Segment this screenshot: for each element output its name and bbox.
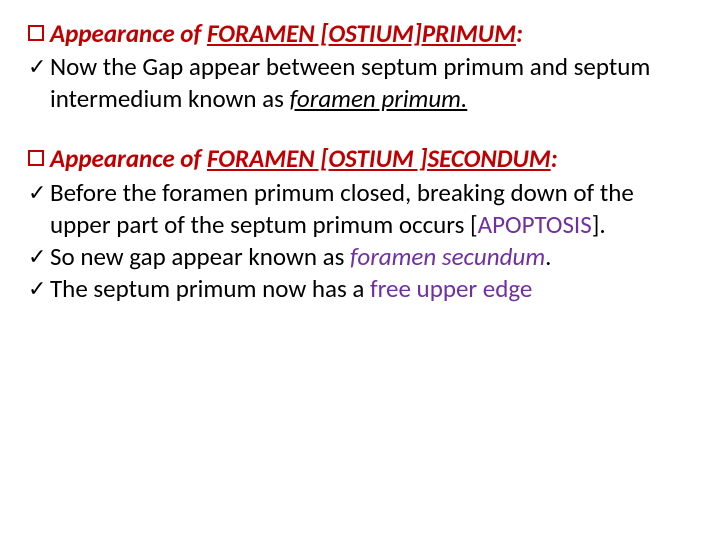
check-icon: ✓	[28, 179, 50, 208]
bullet-line: ✓The septum primum now has a free upper …	[28, 273, 692, 305]
check-icon: ✓	[28, 243, 50, 272]
heading-line: Appearance of FORAMEN [OSTIUM ]SECONDUM:	[28, 143, 692, 174]
heading-text: Appearance of FORAMEN [OSTIUM ]SECONDUM:	[50, 143, 558, 174]
square-bullet-icon	[28, 150, 44, 166]
heading-text: Appearance of FORAMEN [OSTIUM]PRIMUM:	[50, 18, 523, 49]
bullet-line: ✓ Now the Gap appear between septum prim…	[28, 51, 692, 115]
bullet-text: The septum primum now has a free upper e…	[50, 273, 532, 305]
section: Appearance of FORAMEN [OSTIUM ]SECONDUM:…	[28, 143, 692, 304]
bullet-text: Before the foramen primum closed, breaki…	[50, 177, 692, 241]
bullet-text: So new gap appear known as foramen secun…	[50, 241, 551, 273]
check-icon: ✓	[28, 275, 50, 304]
section: Appearance of FORAMEN [OSTIUM]PRIMUM:✓ N…	[28, 18, 692, 115]
square-bullet-icon	[28, 25, 44, 41]
slide-content: Appearance of FORAMEN [OSTIUM]PRIMUM:✓ N…	[28, 18, 692, 305]
bullet-line: ✓So new gap appear known as foramen secu…	[28, 241, 692, 273]
bullet-line: ✓Before the foramen primum closed, break…	[28, 177, 692, 241]
bullet-text: Now the Gap appear between septum primum…	[50, 51, 692, 115]
check-icon: ✓	[28, 53, 50, 82]
heading-line: Appearance of FORAMEN [OSTIUM]PRIMUM:	[28, 18, 692, 49]
